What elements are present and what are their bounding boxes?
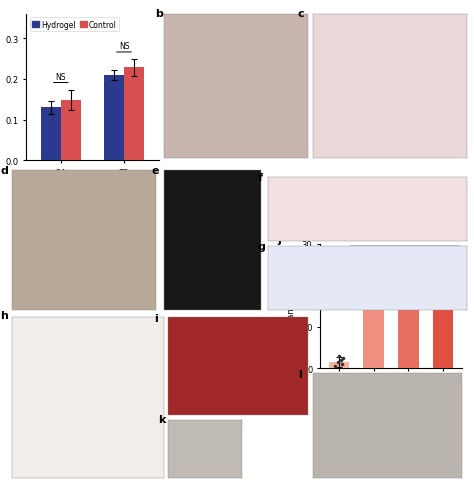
- Bar: [328, 362, 349, 368]
- Text: NS: NS: [119, 42, 129, 51]
- Text: l: l: [298, 369, 301, 379]
- Point: [336, 352, 343, 360]
- Point: [401, 290, 408, 298]
- Text: h: h: [0, 311, 8, 321]
- Point: [443, 284, 451, 291]
- Point: [370, 286, 377, 294]
- Point: [440, 273, 447, 281]
- Point: [366, 294, 374, 302]
- Point: [443, 271, 451, 279]
- Point: [335, 358, 342, 366]
- Text: k: k: [158, 414, 165, 424]
- Bar: [104, 76, 124, 161]
- Bar: [398, 286, 419, 368]
- Point: [337, 356, 345, 364]
- Point: [403, 294, 411, 302]
- Bar: [363, 292, 384, 368]
- Point: [372, 282, 379, 289]
- Text: d: d: [0, 165, 8, 175]
- Y-axis label: Movement angle, θ(degree): Movement angle, θ(degree): [287, 247, 296, 365]
- Point: [331, 363, 339, 370]
- Point: [404, 273, 412, 281]
- Text: j: j: [277, 234, 281, 244]
- Text: g: g: [258, 242, 266, 251]
- Point: [338, 360, 346, 368]
- Text: e: e: [152, 165, 159, 175]
- Point: [440, 275, 448, 283]
- X-axis label: Stimulation voltage (mV): Stimulation voltage (mV): [334, 390, 448, 400]
- Point: [437, 269, 445, 277]
- Text: c: c: [298, 9, 304, 19]
- Legend: Hydrogel, Control: Hydrogel, Control: [30, 19, 119, 32]
- Point: [339, 354, 347, 362]
- X-axis label: Culture time (h): Culture time (h): [56, 183, 128, 192]
- Point: [373, 277, 380, 285]
- Bar: [433, 278, 454, 368]
- Bar: [61, 101, 81, 161]
- Bar: [124, 68, 144, 161]
- Text: Stimulation frequency: 1 Hz: Stimulation frequency: 1 Hz: [352, 248, 458, 257]
- Text: b: b: [155, 9, 163, 19]
- Text: f: f: [258, 173, 263, 183]
- Point: [368, 290, 375, 298]
- Text: i: i: [154, 313, 158, 323]
- Point: [435, 280, 443, 287]
- Point: [370, 300, 377, 308]
- Point: [403, 286, 410, 294]
- Point: [408, 282, 416, 289]
- Bar: [41, 108, 61, 161]
- Point: [402, 277, 410, 285]
- Text: NS: NS: [55, 72, 66, 81]
